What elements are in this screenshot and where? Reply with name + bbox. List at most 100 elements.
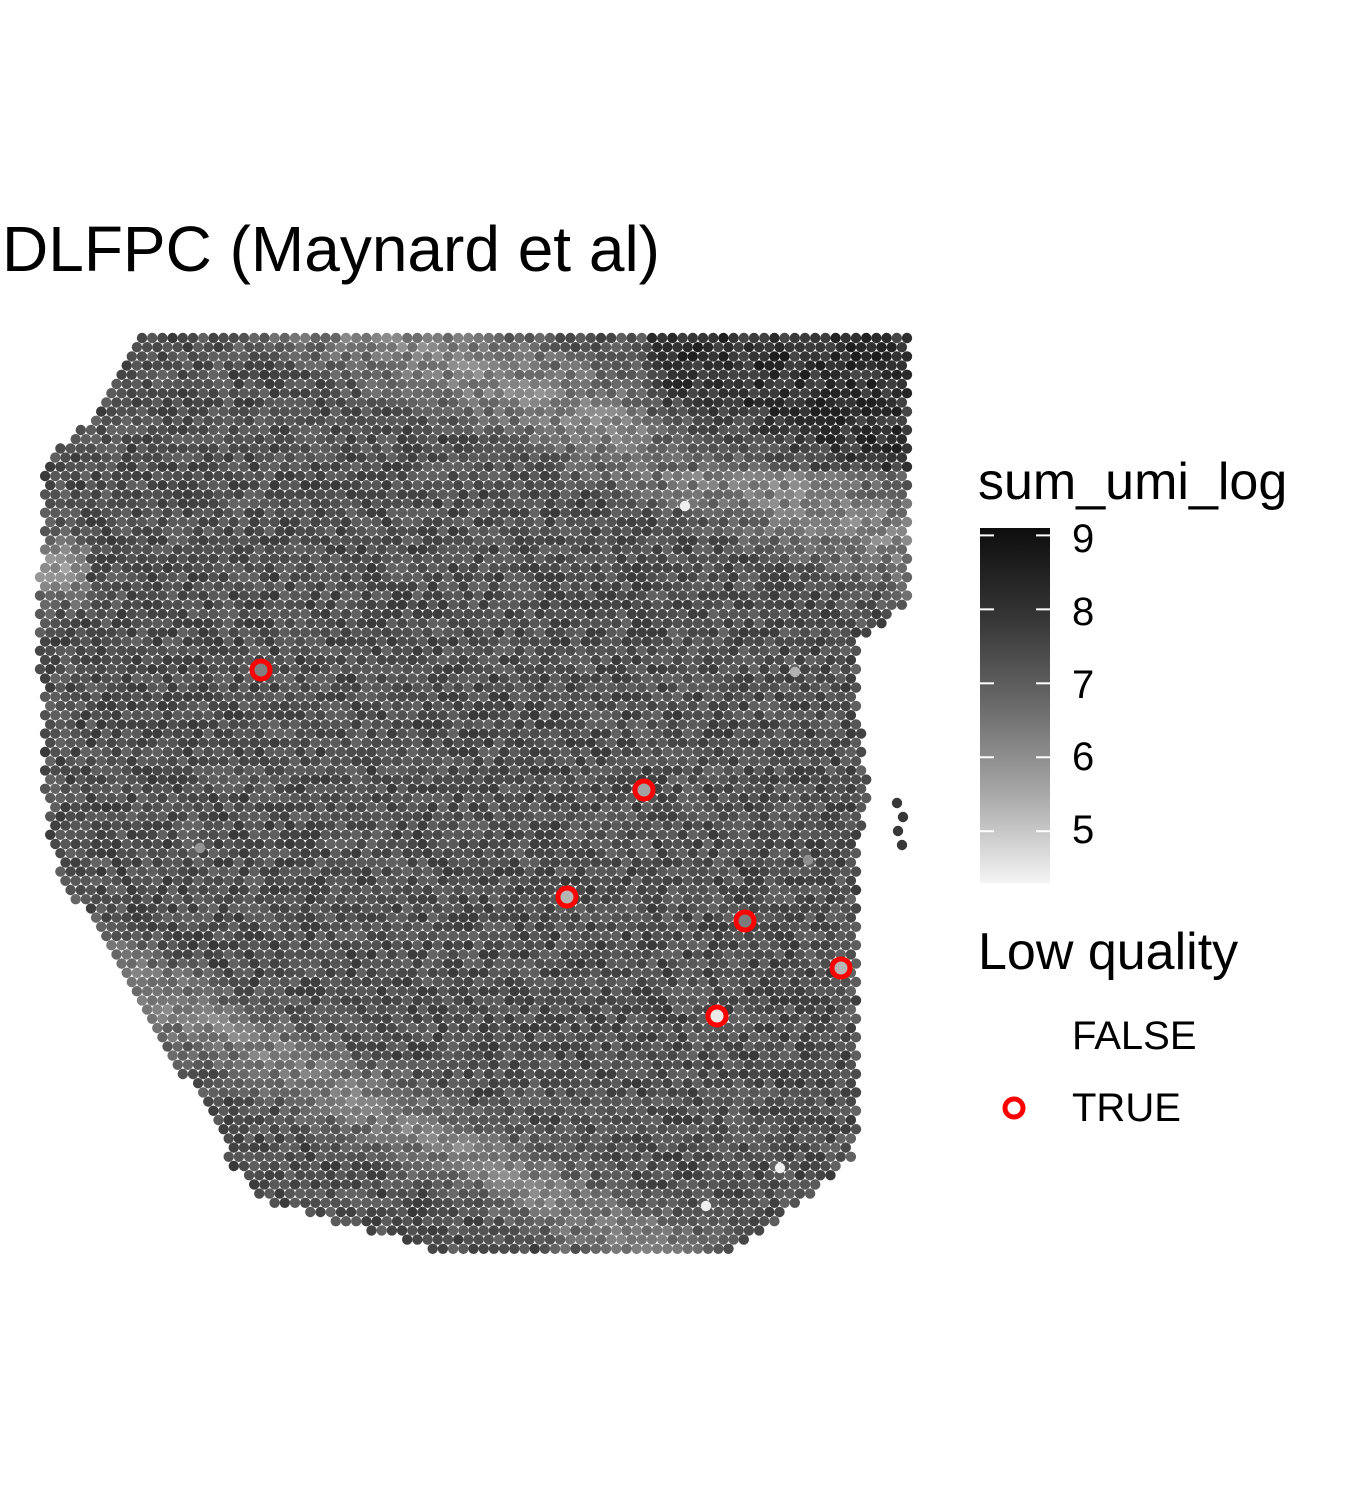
spot — [243, 636, 255, 647]
spot — [121, 746, 132, 758]
spot — [759, 627, 770, 638]
spot — [218, 627, 229, 638]
spot — [774, 562, 785, 574]
spot — [136, 774, 148, 785]
spot — [192, 397, 204, 408]
spot — [657, 388, 668, 399]
spot — [453, 774, 464, 785]
spot — [580, 378, 591, 390]
spot — [111, 783, 122, 794]
spot — [585, 369, 596, 380]
spot — [361, 535, 372, 546]
spot — [412, 461, 423, 472]
spot — [799, 369, 811, 380]
spot — [111, 378, 122, 390]
spot — [753, 820, 765, 831]
spot — [850, 406, 862, 417]
spot — [223, 746, 234, 758]
spot — [162, 710, 173, 721]
spot — [345, 489, 357, 500]
spot — [646, 756, 658, 767]
spot — [85, 443, 97, 454]
spot — [376, 838, 387, 850]
spot — [498, 599, 510, 610]
spot — [442, 682, 454, 693]
spot — [774, 802, 785, 813]
spot — [233, 434, 245, 445]
spot — [830, 627, 841, 638]
spot — [70, 857, 81, 868]
spot — [764, 783, 775, 794]
spot — [356, 654, 367, 666]
spot — [815, 875, 826, 886]
spot — [70, 673, 81, 684]
spot — [682, 434, 693, 445]
spot — [493, 792, 505, 804]
spot — [396, 857, 408, 868]
spot — [866, 507, 877, 518]
spot — [723, 802, 734, 813]
spot — [147, 774, 158, 785]
spot — [427, 654, 438, 666]
spot — [498, 378, 510, 390]
spot — [743, 489, 755, 500]
spot — [274, 875, 285, 886]
spot — [381, 829, 392, 840]
spot — [621, 746, 632, 758]
spot — [340, 572, 352, 583]
spot — [345, 397, 357, 408]
spot — [631, 581, 642, 592]
spot — [759, 480, 770, 491]
spot — [667, 516, 678, 528]
spot — [279, 829, 290, 840]
spot — [213, 470, 224, 482]
spot — [45, 608, 56, 620]
spot — [208, 424, 219, 436]
spot — [325, 783, 336, 794]
spot — [769, 811, 780, 822]
spot — [330, 332, 341, 344]
spot — [141, 526, 153, 537]
spot — [80, 526, 92, 537]
spot — [784, 526, 795, 537]
spot — [590, 654, 602, 666]
spot — [565, 369, 576, 380]
spot — [345, 691, 357, 702]
spot — [284, 562, 296, 574]
spot — [687, 424, 698, 436]
spot — [631, 470, 642, 482]
spot — [504, 774, 515, 785]
spot — [39, 654, 51, 666]
spot — [289, 535, 301, 546]
spot — [641, 673, 653, 684]
spot — [453, 792, 464, 804]
spot — [442, 774, 454, 785]
spot — [412, 737, 423, 748]
spot — [39, 599, 51, 610]
spot — [677, 516, 688, 528]
spot — [147, 627, 158, 638]
spot — [779, 608, 790, 620]
spot — [845, 342, 857, 353]
spot — [254, 691, 265, 702]
spot — [213, 415, 224, 426]
spot — [590, 673, 602, 684]
spot — [386, 691, 398, 702]
spot — [172, 636, 183, 647]
spot — [300, 461, 311, 472]
spot — [90, 710, 102, 721]
spot — [361, 424, 372, 436]
spot — [340, 443, 352, 454]
spot — [825, 765, 836, 776]
spot — [738, 572, 749, 583]
spot — [728, 774, 739, 785]
spot — [453, 645, 464, 656]
spot — [386, 581, 398, 592]
spot — [340, 682, 352, 693]
spot — [708, 443, 719, 454]
spot — [570, 710, 581, 721]
spot — [243, 728, 255, 739]
spot — [606, 682, 617, 693]
spot — [748, 866, 760, 877]
spot — [794, 397, 806, 408]
